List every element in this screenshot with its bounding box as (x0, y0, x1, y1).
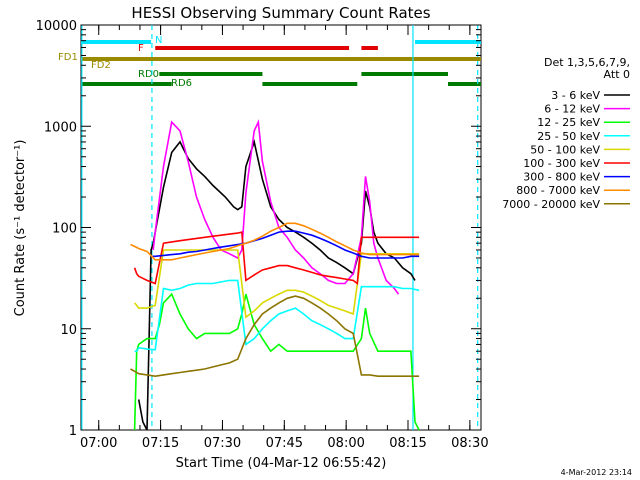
x-tick-label: 08:00 (327, 436, 364, 451)
series-7000-20000-kev (130, 295, 420, 378)
x-tick-label: 07:45 (266, 436, 303, 451)
chart-title: HESSI Observing Summary Count Rates (131, 4, 430, 22)
flag-label-fd2: FD2 (91, 60, 111, 71)
flag-bars: NF FD1 FD2 RD0 RD6 (58, 35, 481, 89)
axis-ticks: 1 10 100 1000 10000 07:00 07:15 07:30 07:45 08:00… (36, 19, 489, 451)
x-tick-label: 07:00 (80, 436, 117, 451)
x-tick-label: 08:15 (389, 436, 426, 451)
x-tick-label: 07:15 (142, 436, 179, 451)
flag-label-rd0: RD0 (138, 69, 159, 80)
legend-label-7000-20000-kev: 7000 - 20000 keV (502, 198, 600, 211)
legend-label-12-25-kev: 12 - 25 keV (537, 116, 600, 129)
legend-label-6-12-kev: 6 - 12 keV (544, 103, 600, 116)
flag-label-fd1: FD1 (58, 52, 78, 63)
footer-date: 4-Mar-2012 23:14 (561, 468, 632, 477)
x-axis-label: Start Time (04-Mar-12 06:55:42) (176, 456, 387, 471)
series-25-50-kev (134, 279, 420, 353)
series-12-25-kev (133, 292, 420, 431)
legend-label-50-100-kev: 50 - 100 keV (530, 143, 600, 156)
series-300-800-kev (151, 230, 420, 259)
series-lines (130, 119, 420, 431)
y-axis-label: Count Rate (s⁻¹ detector⁻¹) (13, 140, 28, 317)
y-tick-label: 100 (52, 222, 77, 237)
y-tick-label: 1 (69, 424, 77, 439)
flag-label-rd6: RD6 (171, 78, 192, 89)
legend-label-300-800-kev: 300 - 800 keV (523, 171, 600, 184)
y-tick-label: 10000 (36, 19, 77, 34)
y-tick-label: 1000 (44, 120, 77, 135)
flag-label-n: N (155, 35, 162, 46)
x-tick-label: 08:30 (451, 436, 488, 451)
legend-label-800-7000-kev: 800 - 7000 keV (516, 184, 600, 197)
series-100-300-kev (133, 231, 420, 286)
legend-label-25-50-kev: 25 - 50 keV (537, 130, 600, 143)
x-tick-label: 07:30 (204, 436, 241, 451)
flag-label-f: F (138, 43, 144, 54)
y-tick-label: 10 (60, 323, 77, 338)
series-6-12-kev (152, 119, 400, 295)
legend-label-3-6-kev: 3 - 6 keV (551, 89, 600, 102)
legend-header-line-2: Att 0 (604, 68, 630, 81)
series-800-7000-kev (130, 222, 420, 261)
legend-header-line-1: Det 1,3,5,6,7,9, (544, 56, 630, 69)
legend-label-100-300-kev: 100 - 300 keV (523, 157, 600, 170)
